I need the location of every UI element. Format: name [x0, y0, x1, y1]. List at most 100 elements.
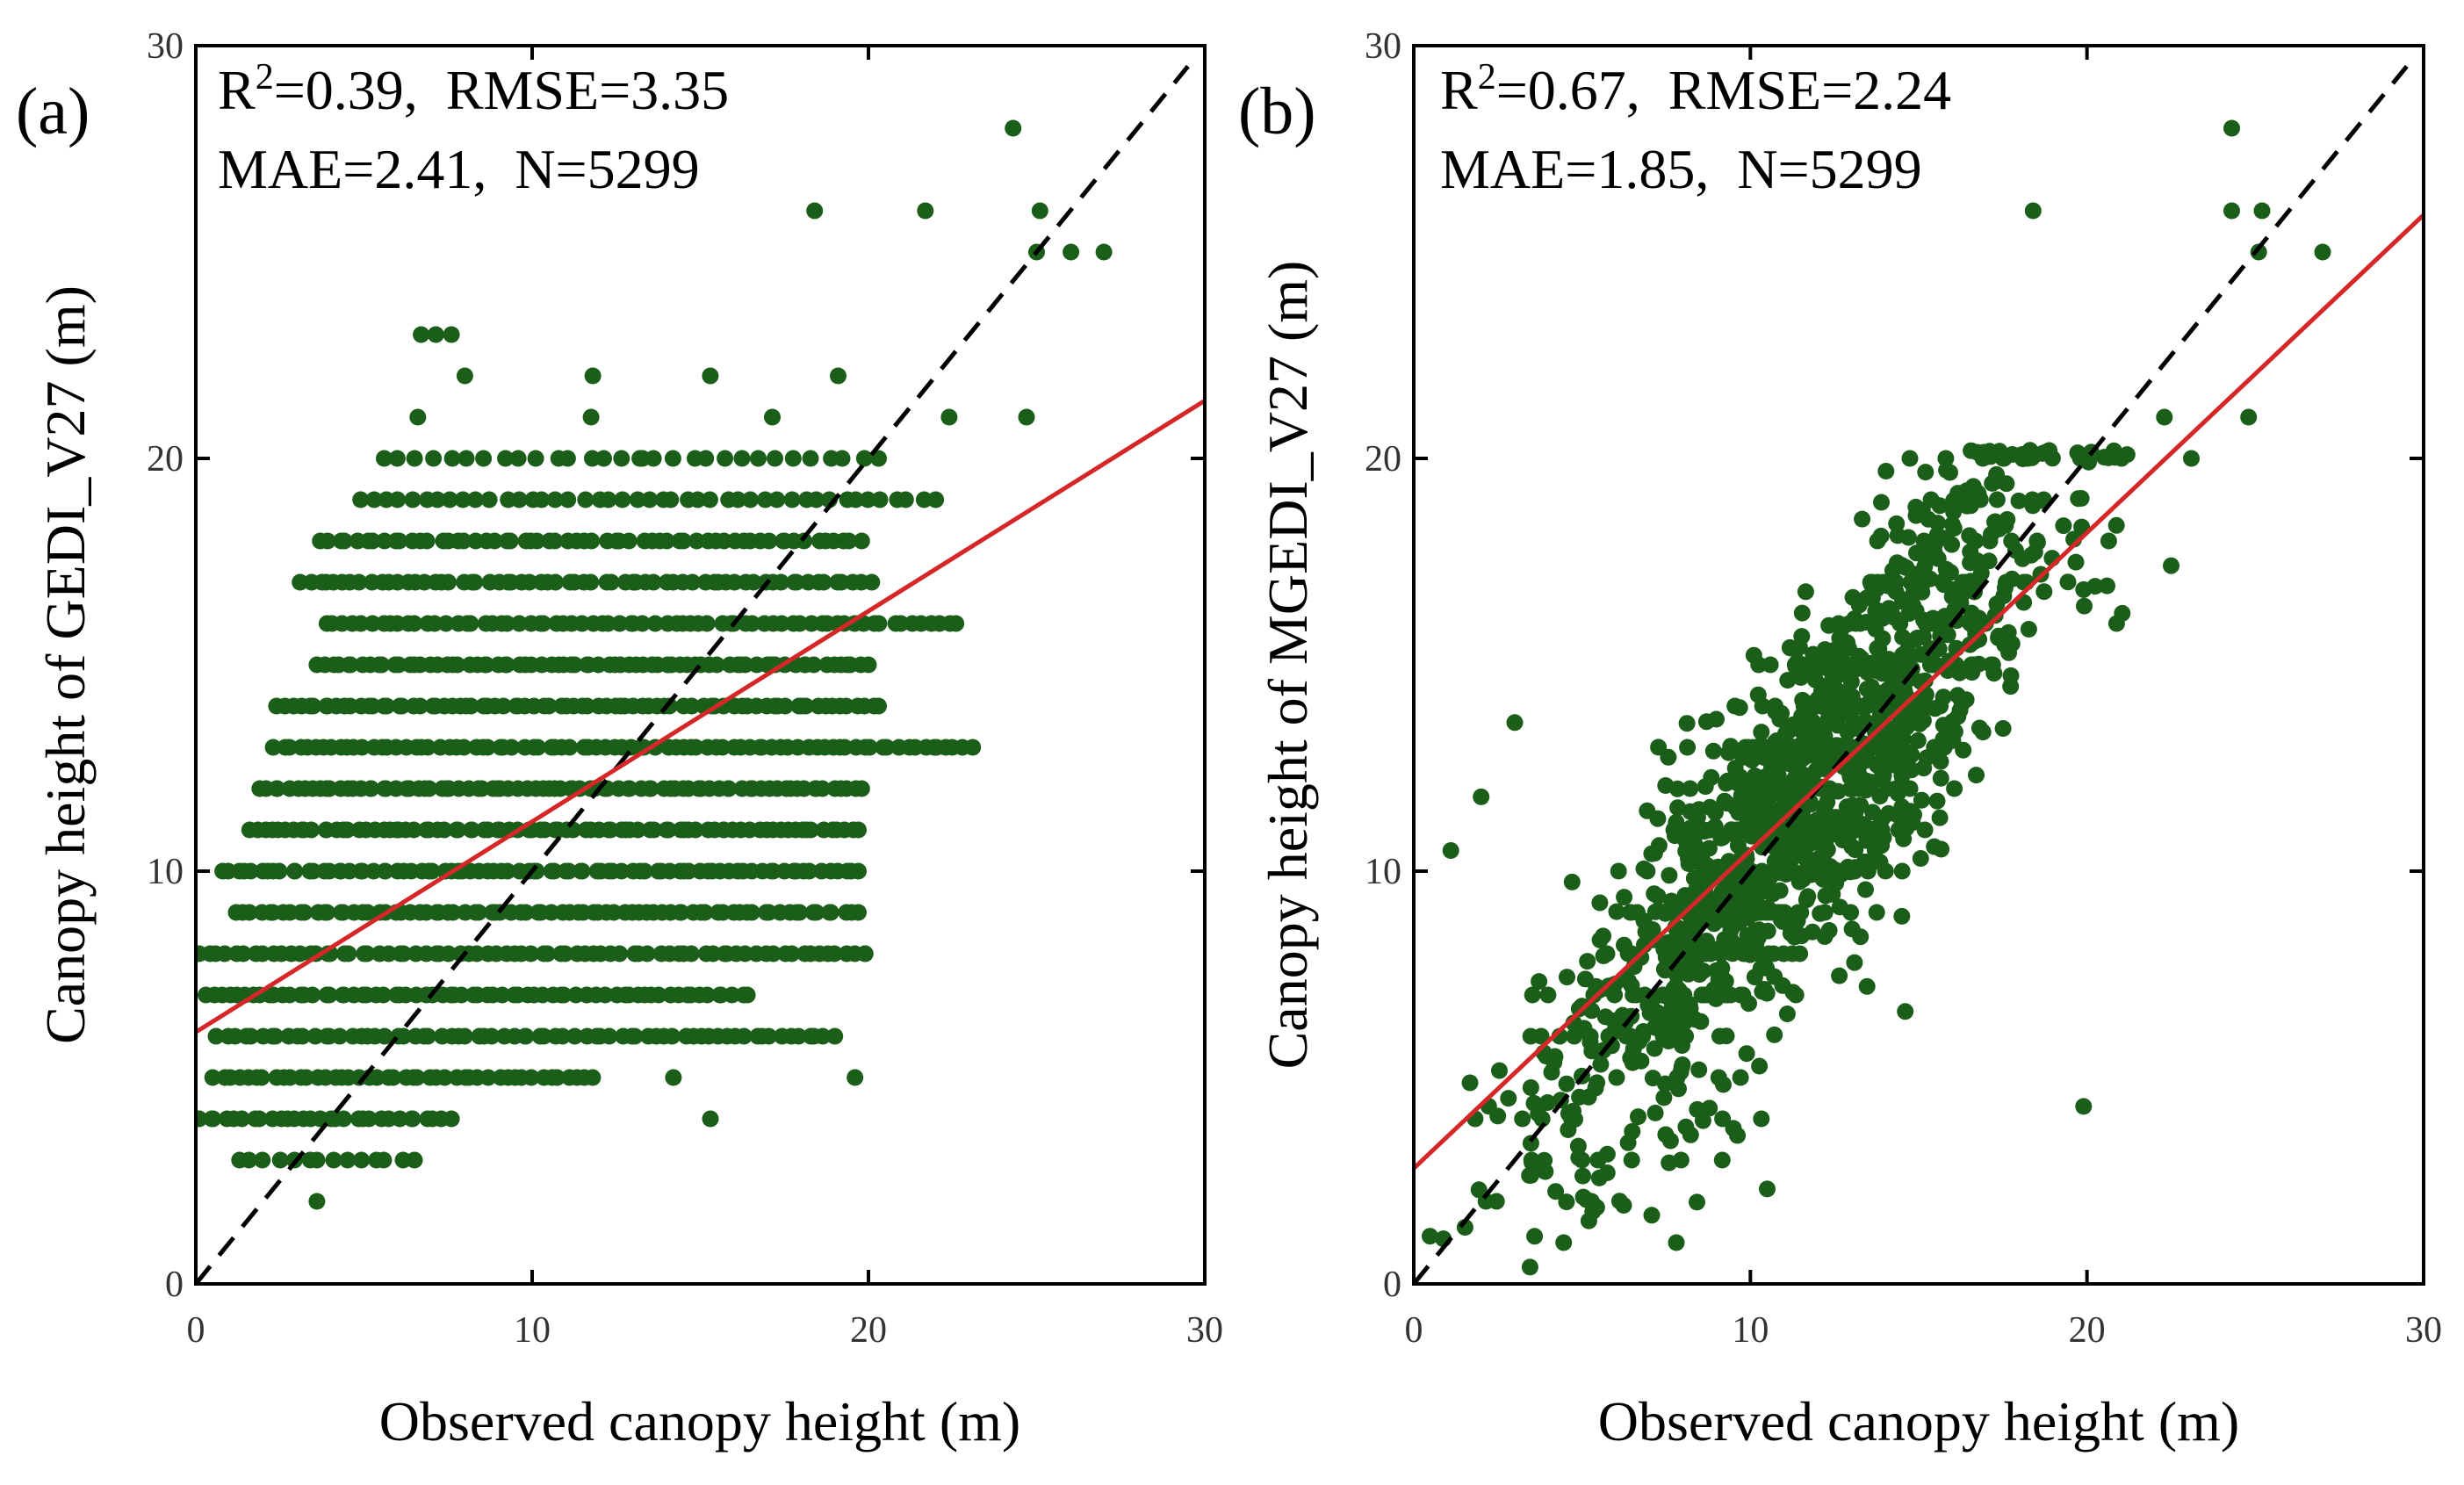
data-point: [1580, 1212, 1597, 1229]
data-point: [850, 904, 867, 921]
data-point: [1833, 621, 1850, 638]
data-point: [1783, 862, 1800, 880]
data-point: [454, 491, 472, 508]
data-point: [708, 656, 725, 674]
data-point: [241, 1151, 257, 1169]
data-point: [1574, 1167, 1591, 1185]
data-point: [1831, 967, 1848, 984]
data-point: [298, 1069, 315, 1086]
data-point: [353, 739, 371, 756]
data-point: [376, 532, 393, 550]
data-point: [737, 656, 754, 674]
data-point: [498, 615, 515, 632]
data-point: [2003, 635, 2021, 652]
data-point: [878, 739, 896, 756]
data-point: [1944, 713, 1962, 730]
data-point: [483, 1027, 501, 1045]
data-point: [1569, 1137, 1587, 1155]
data-point: [561, 739, 579, 756]
data-point: [1506, 714, 1524, 732]
data-point: [760, 1027, 777, 1045]
data-point: [338, 821, 356, 839]
data-point: [426, 615, 443, 632]
data-point: [1784, 716, 1802, 733]
data-point: [1868, 904, 1885, 921]
data-point: [1857, 782, 1875, 799]
data-point: [601, 1027, 618, 1045]
data-point: [702, 1110, 719, 1128]
data-point: [1790, 904, 1807, 921]
data-point: [455, 532, 472, 550]
data-point: [1791, 945, 1809, 962]
data-point: [725, 573, 743, 591]
data-point: [385, 1069, 402, 1086]
data-point: [250, 1110, 268, 1128]
data-point: [702, 367, 719, 385]
data-point: [1776, 733, 1794, 751]
data-point: [440, 945, 457, 962]
data-point: [1560, 1121, 1577, 1138]
data-point: [1747, 889, 1765, 906]
data-point: [808, 904, 825, 921]
data-point: [1878, 754, 1896, 772]
data-point: [437, 615, 455, 632]
data-point: [1793, 739, 1811, 756]
data-point: [1018, 408, 1035, 426]
data-point: [1969, 443, 1986, 461]
data-point: [1669, 799, 1687, 817]
data-point: [1862, 573, 1879, 591]
data-point: [271, 1151, 289, 1169]
data-point: [1906, 806, 1922, 824]
data-point: [207, 1027, 225, 1045]
data-point: [2114, 604, 2131, 622]
data-point: [1697, 868, 1714, 885]
data-point: [1660, 934, 1677, 951]
data-point: [1741, 946, 1759, 963]
data-point: [832, 573, 850, 591]
x-tick-label: 30: [1186, 1310, 1223, 1351]
data-point: [1649, 810, 1667, 827]
stats-line2-b: MAE=1.85, N=5299: [1440, 138, 1922, 200]
data-point: [871, 491, 889, 508]
data-point: [1855, 821, 1871, 839]
data-point: [1679, 739, 1697, 756]
data-point: [1916, 672, 1934, 689]
data-point: [1866, 842, 1884, 860]
data-point: [1740, 995, 1757, 1013]
data-point: [573, 615, 591, 632]
data-point: [440, 573, 457, 591]
data-point: [546, 491, 564, 508]
data-point: [466, 491, 484, 508]
data-point: [847, 491, 864, 508]
data-point: [840, 532, 858, 550]
axis-ticks-b: 0 10 20 30 0 10 20 30: [1365, 26, 2442, 1351]
data-point: [331, 1027, 349, 1045]
data-point: [1680, 965, 1697, 983]
data-point: [1869, 662, 1886, 680]
data-point: [582, 573, 600, 591]
data-point: [1747, 768, 1763, 784]
data-point: [838, 697, 855, 715]
data-point: [1955, 741, 1972, 759]
data-point: [582, 408, 600, 426]
data-point: [1877, 463, 1895, 479]
data-point: [805, 656, 823, 674]
data-point: [1719, 930, 1736, 948]
data-point: [1521, 1167, 1538, 1184]
data-point: [1886, 667, 1904, 684]
data-point: [2100, 532, 2117, 550]
data-point: [1608, 903, 1625, 920]
data-point: [768, 491, 786, 508]
data-point: [305, 862, 322, 880]
data-point: [364, 532, 381, 550]
data-point: [1816, 928, 1834, 945]
data-point: [1787, 658, 1805, 675]
data-point: [418, 532, 436, 550]
panel-b: 0 10 20 30 0 10 20 30 (b) R2=0.67, RMSE=2.24 MA…: [1238, 26, 2442, 1453]
data-point: [1874, 630, 1891, 647]
data-point: [927, 491, 945, 508]
data-point: [1711, 911, 1729, 928]
data-point: [548, 1069, 566, 1086]
data-point: [404, 491, 421, 508]
data-point: [478, 656, 495, 674]
